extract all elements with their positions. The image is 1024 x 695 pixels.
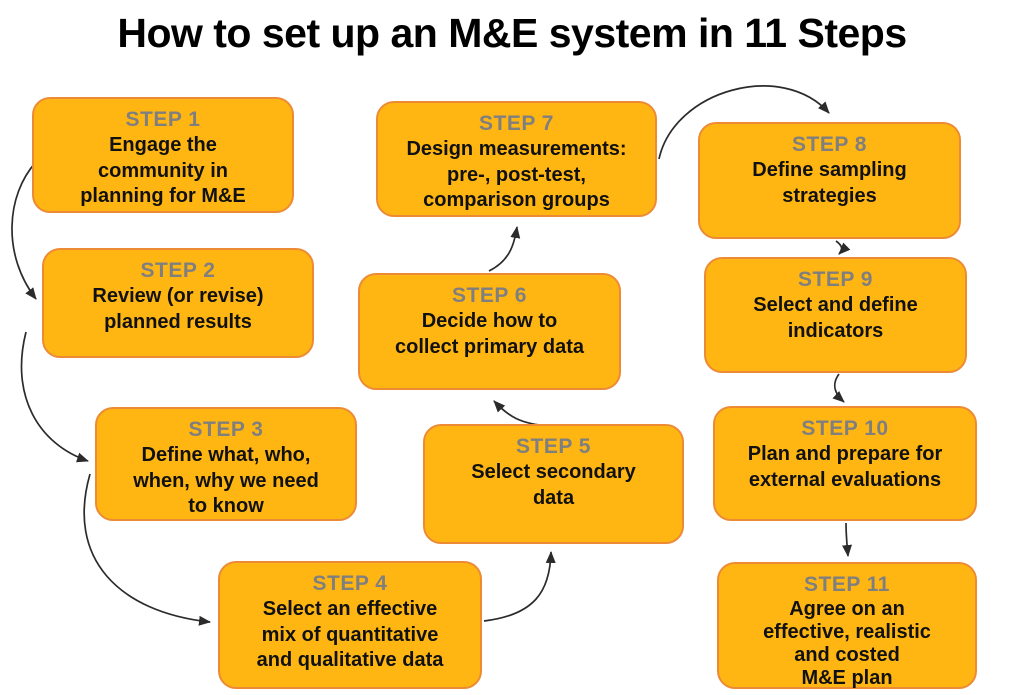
step-text: Agree on an effective, realistic and cos… [763,598,931,690]
step-label: STEP 10 [801,417,889,440]
step-text: Plan and prepare for external evaluation… [747,443,943,491]
step-box-8: STEP 8 Define sampling strategies [698,122,961,239]
step-label: STEP 3 [188,418,264,441]
step-text: Select and define indicators [753,294,918,342]
step-box-9: STEP 9 Select and define indicators [704,257,967,373]
arrow-step6-step7 [488,226,521,272]
step-box-4: STEP 4 Select an effective mix of quanti… [218,561,482,689]
step-text: Design measurements: pre-, post-test, co… [406,138,627,212]
step-box-11: STEP 11 Agree on an effective, realistic… [717,562,977,689]
step-text: Engage the community in planning for M&E [80,134,246,208]
arrow-step4-step5 [483,551,556,622]
step-box-2: STEP 2 Review (or revise) planned result… [42,248,314,358]
step-box-7: STEP 7 Design measurements: pre-, post-t… [376,101,657,217]
arrow-step8-step9 [835,240,851,255]
step-label: STEP 7 [479,112,554,135]
step-label: STEP 2 [140,259,216,282]
step-box-1: STEP 1 Engage the community in planning … [32,97,294,213]
arrow-step5-step6 [493,400,550,427]
step-text: Select secondary data [471,461,636,509]
step-box-5: STEP 5 Select secondary data [423,424,684,544]
step-text: Define sampling strategies [752,159,907,207]
diagram-title: How to set up an M&E system in 11 Steps [117,10,907,56]
step-label: STEP 9 [798,268,873,291]
step-text: Define what, who, when, why we need to k… [133,444,319,518]
step-label: STEP 8 [792,133,867,156]
step-box-6: STEP 6 Decide how to collect primary dat… [358,273,621,390]
step-label: STEP 6 [452,284,527,307]
step-label: STEP 1 [125,108,201,131]
step-box-3: STEP 3 Define what, who, when, why we ne… [95,407,357,521]
arrow-step9-step10 [832,373,845,403]
arrow-step10-step11 [842,522,852,557]
step-label: STEP 5 [516,435,591,458]
step-label: STEP 4 [312,572,388,595]
step-box-10: STEP 10 Plan and prepare for external ev… [713,406,977,521]
step-label: STEP 11 [803,573,890,596]
step-text: Decide how to collect primary data [395,310,584,358]
step-text: Review (or revise) planned results [92,285,264,333]
step-text: Select an effective mix of quantitative … [256,598,444,672]
